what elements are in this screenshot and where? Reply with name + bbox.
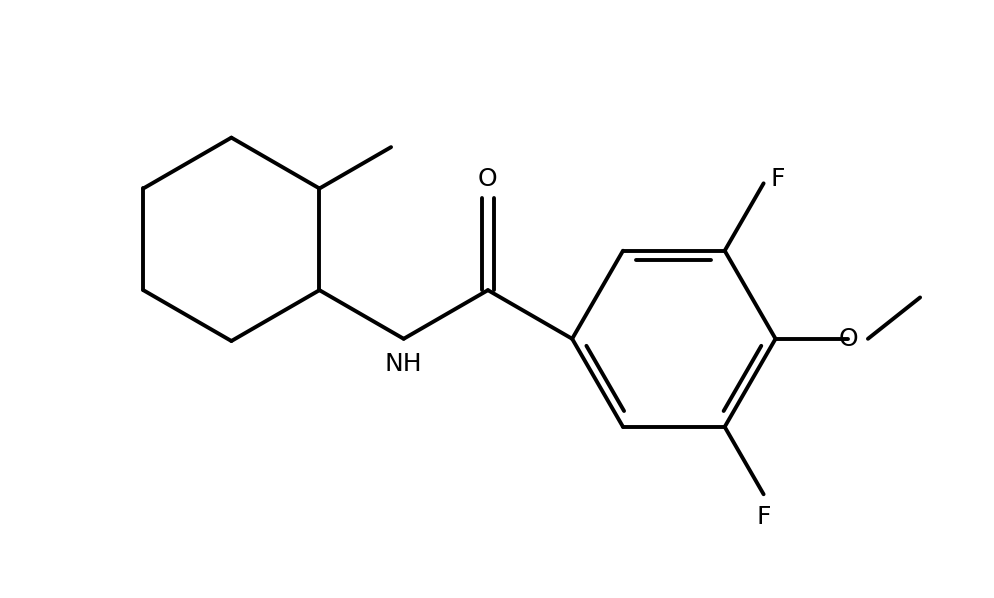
Text: O: O <box>478 167 498 191</box>
Text: O: O <box>839 327 858 351</box>
Text: F: F <box>756 505 771 529</box>
Text: NH: NH <box>385 352 422 376</box>
Text: F: F <box>770 167 785 191</box>
